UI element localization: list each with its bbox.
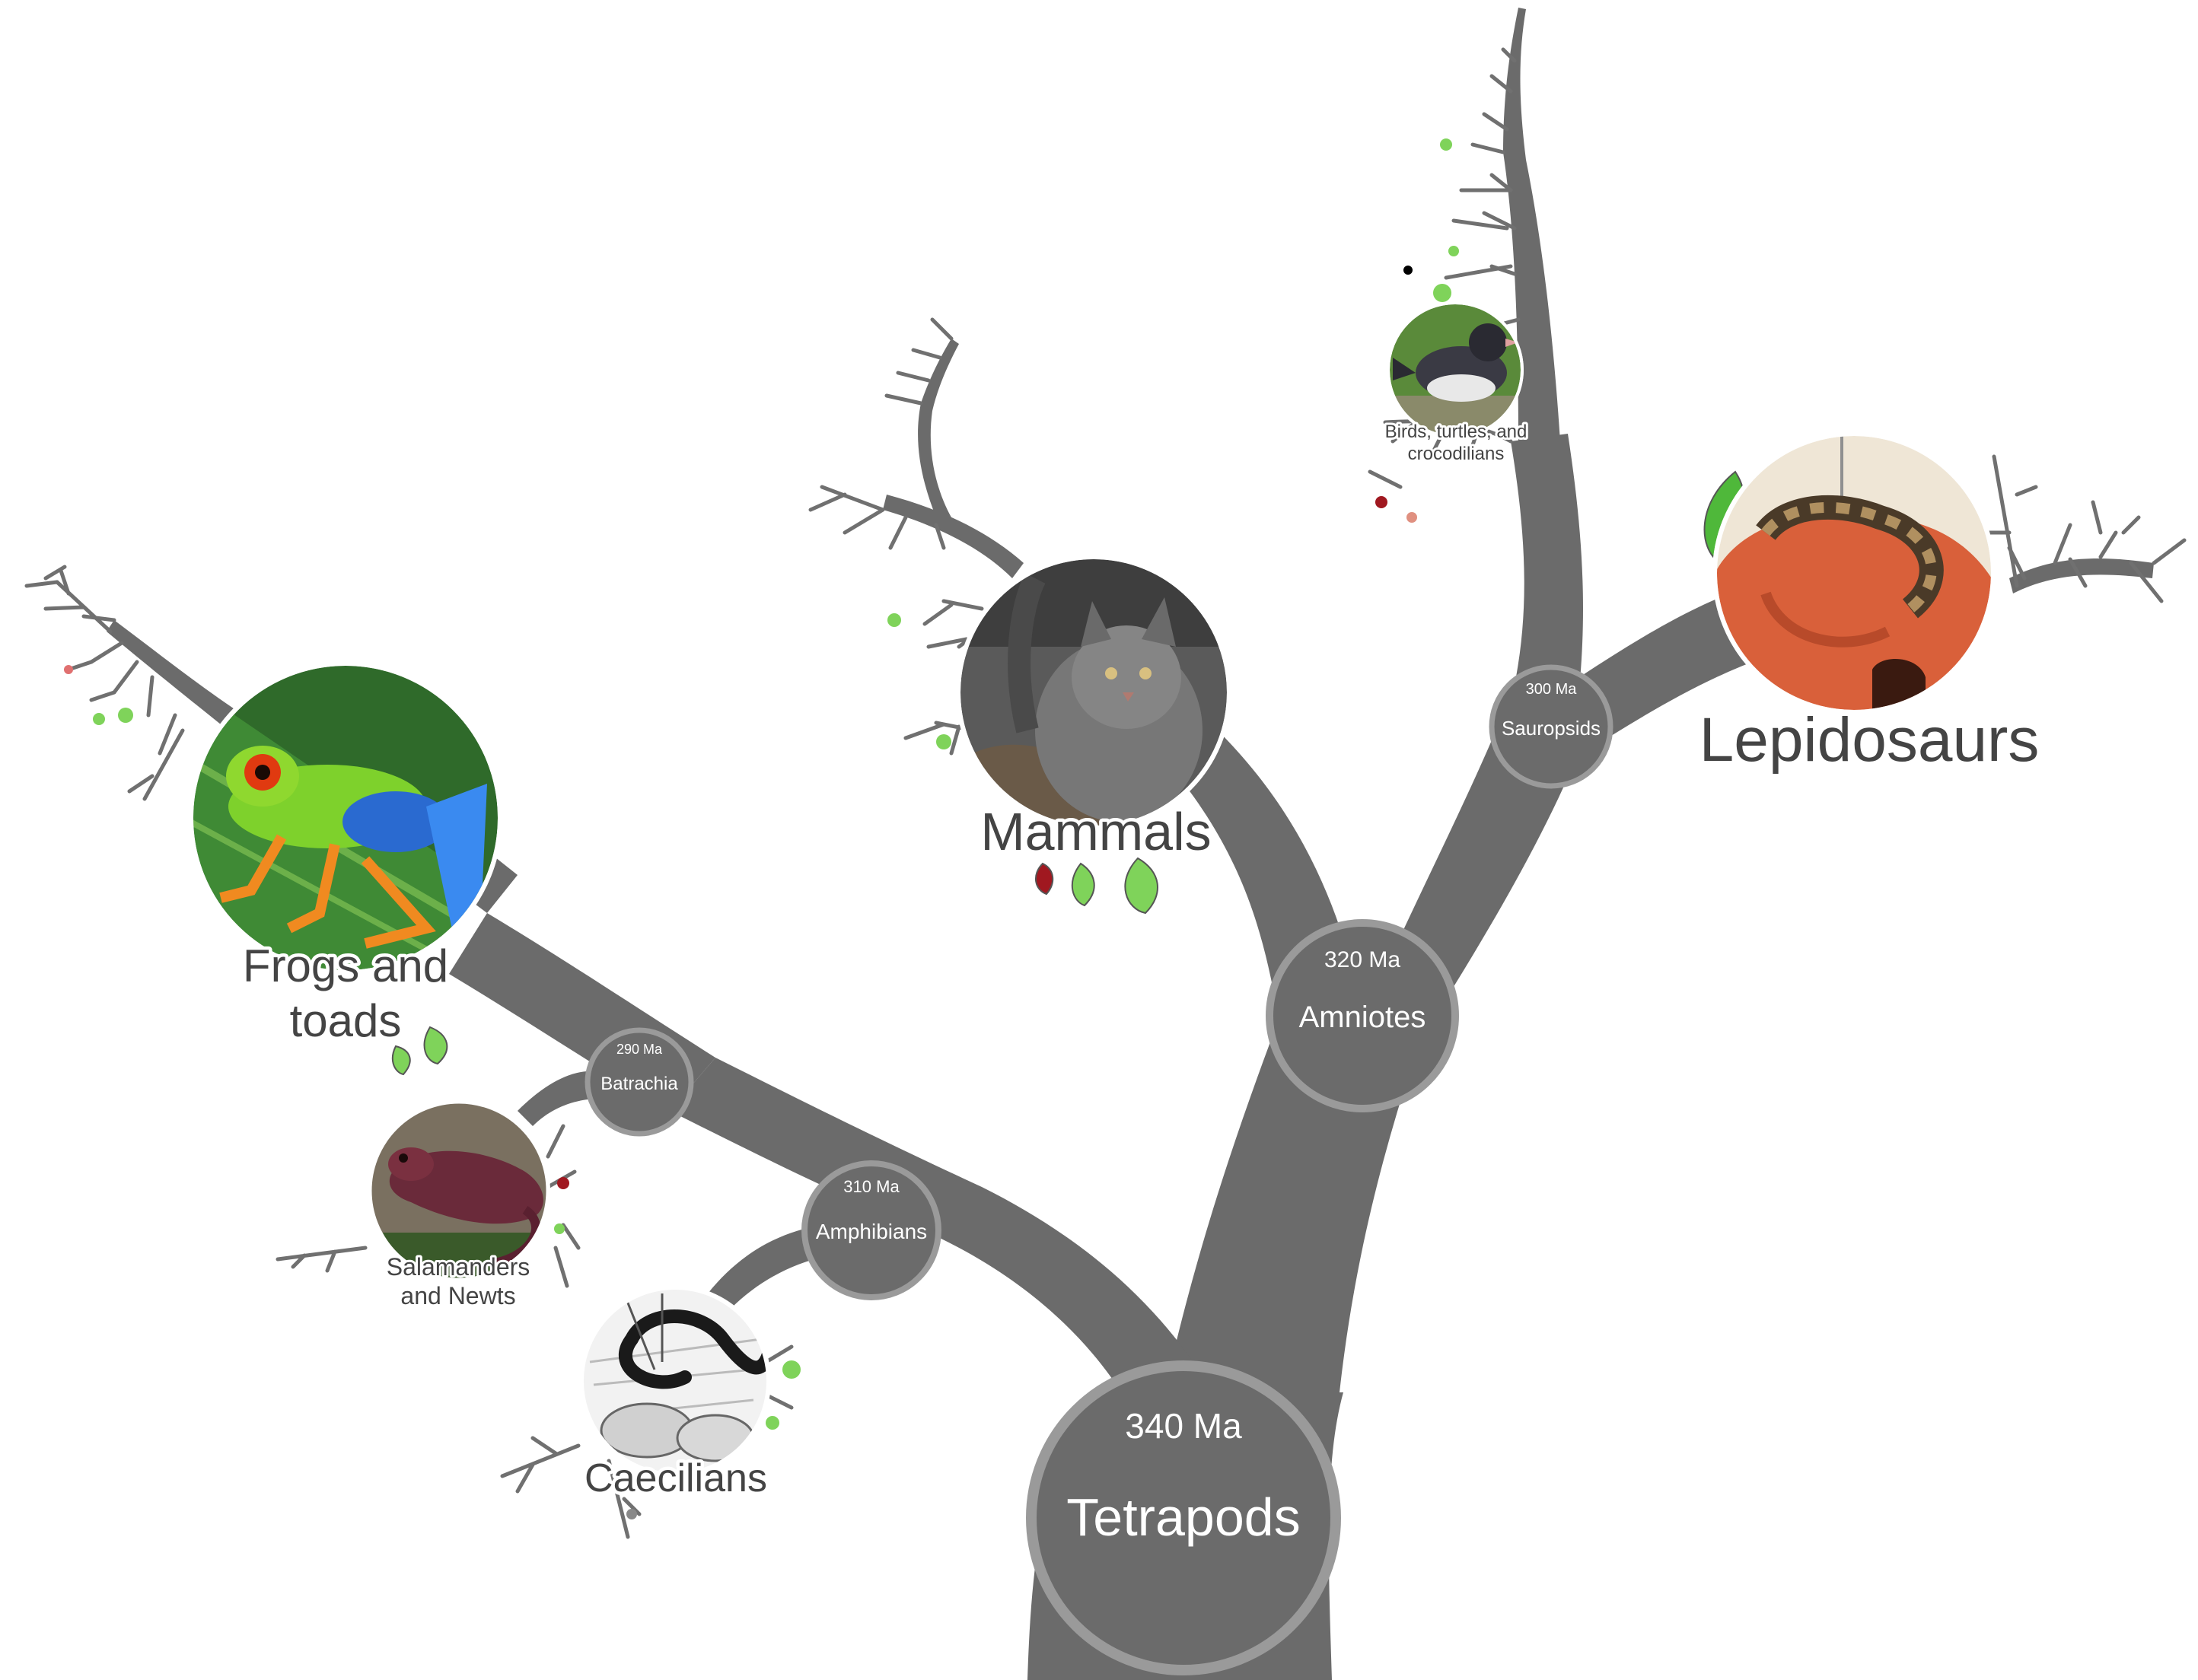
bird-upper-branch bbox=[1503, 8, 1560, 441]
leaf-label: Mammals bbox=[980, 802, 1211, 861]
node-date: 340 Ma bbox=[1125, 1406, 1242, 1446]
node-label: Tetrapods bbox=[1066, 1488, 1300, 1547]
amniote-branch bbox=[1164, 1020, 1427, 1392]
leaf-frogs[interactable]: Frogs and toads bbox=[189, 661, 502, 1076]
node-sauropsids[interactable]: 300 Ma Sauropsids bbox=[1489, 664, 1613, 789]
snake-photo bbox=[1717, 436, 1991, 710]
node-amphibians[interactable]: 310 Ma Amphibians bbox=[801, 1160, 941, 1300]
leaf-label: Caecilians bbox=[585, 1456, 767, 1500]
leaf-icons bbox=[1035, 857, 1158, 915]
node-tetrapods[interactable]: 340 Ma Tetrapods bbox=[1026, 1360, 1341, 1675]
leaf-label: crocodilians bbox=[1408, 444, 1505, 464]
node-batrachia[interactable]: 290 Ma Batrachia bbox=[585, 1027, 694, 1137]
mammal-top-branch bbox=[918, 339, 959, 517]
leaf-label: and Newts bbox=[400, 1282, 515, 1309]
node-date: 310 Ma bbox=[843, 1177, 900, 1196]
node-label: Sauropsids bbox=[1502, 717, 1601, 740]
bird-branch bbox=[1511, 434, 1583, 689]
leaf-caecilians[interactable]: Caecilians bbox=[579, 1285, 771, 1504]
node-label: Amphibians bbox=[816, 1220, 927, 1243]
leaf-label: toads bbox=[290, 995, 402, 1046]
node-label: Amniotes bbox=[1299, 1001, 1426, 1034]
leaf-salamanders[interactable]: Salamanders and Newts bbox=[368, 1099, 552, 1312]
amphibian-branch bbox=[670, 1058, 1218, 1400]
leaf-label: Birds, turtles, and bbox=[1385, 422, 1527, 442]
leaf-label: Salamanders bbox=[387, 1253, 530, 1281]
node-amniotes[interactable]: 320 Ma Amniotes bbox=[1266, 919, 1459, 1112]
caecilian-branch bbox=[708, 1225, 830, 1309]
leaf-label: Frogs and bbox=[243, 940, 448, 991]
mammal-upper-branch bbox=[883, 495, 1024, 578]
caecilian-drawing bbox=[584, 1290, 766, 1472]
node-date: 300 Ma bbox=[1526, 681, 1578, 698]
leaf-mammals[interactable]: Mammals bbox=[956, 555, 1233, 915]
leaf-dots bbox=[64, 138, 1459, 1519]
leaf-birds[interactable]: Birds, turtles, and crocodilians bbox=[1383, 301, 1529, 466]
frog-photo bbox=[193, 666, 498, 970]
bird-photo bbox=[1390, 304, 1521, 435]
node-date: 320 Ma bbox=[1324, 947, 1400, 972]
frog-upper-branch bbox=[107, 620, 244, 730]
lepidosaur-right-branch bbox=[2009, 558, 2154, 593]
leaf-label: Lepidosaurs bbox=[1699, 705, 2040, 775]
leaf-icons bbox=[391, 1026, 448, 1076]
node-date: 290 Ma bbox=[616, 1042, 663, 1057]
leaf-lepidosaurs[interactable]: Lepidosaurs bbox=[1696, 431, 2043, 778]
node-label: Batrachia bbox=[600, 1074, 678, 1094]
